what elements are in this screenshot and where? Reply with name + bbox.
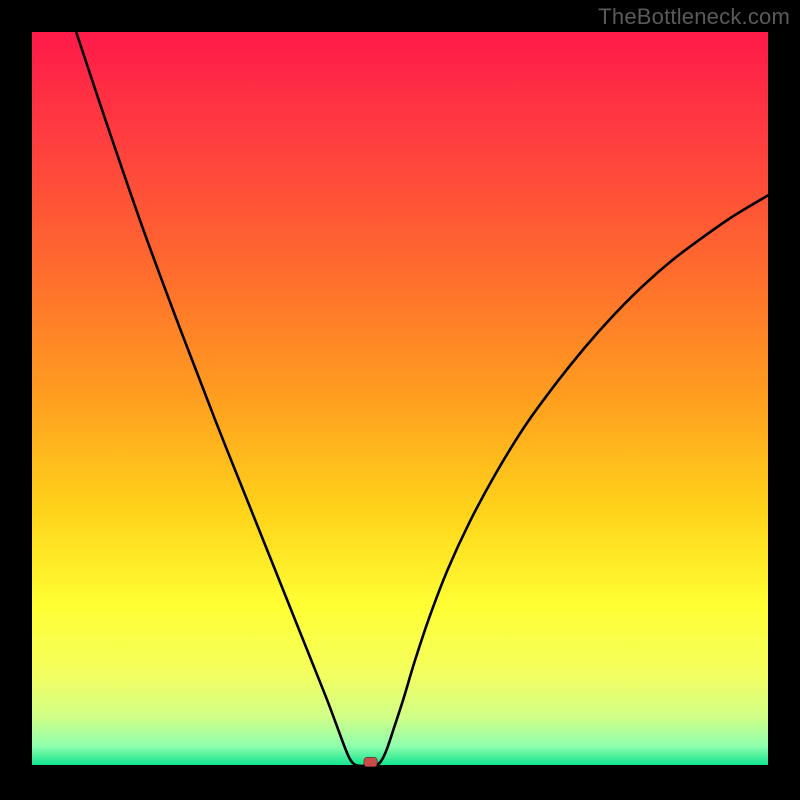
optimum-marker	[364, 757, 377, 767]
plot-bottom-border	[32, 765, 768, 768]
chart-container: TheBottleneck.com	[0, 0, 800, 800]
bottleneck-chart	[0, 0, 800, 800]
watermark-text: TheBottleneck.com	[598, 4, 790, 30]
plot-background	[32, 32, 768, 768]
